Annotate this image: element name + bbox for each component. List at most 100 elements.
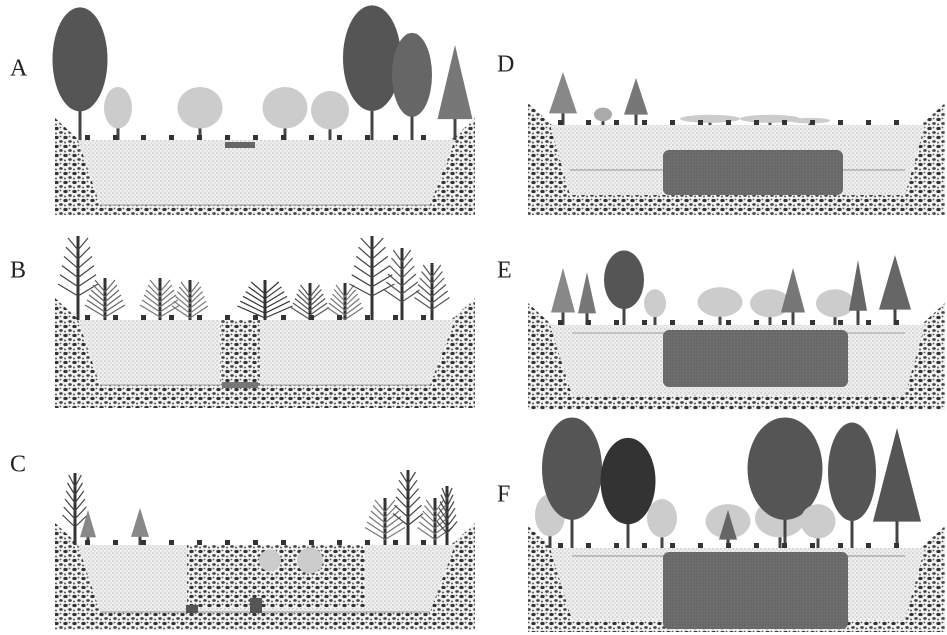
grass-tuft — [810, 320, 815, 325]
branch — [239, 300, 266, 314]
branch — [438, 507, 448, 521]
branch — [77, 237, 89, 251]
branch — [143, 294, 161, 308]
branch — [159, 304, 181, 318]
sediment — [78, 320, 220, 385]
grass-tuft — [586, 320, 591, 325]
branch — [446, 494, 454, 507]
grass-tuft — [141, 540, 146, 545]
grass-tuft — [421, 135, 426, 140]
branch — [189, 295, 205, 309]
branch — [294, 298, 311, 311]
branch — [344, 284, 355, 298]
branch — [159, 294, 177, 308]
trunk — [634, 110, 638, 125]
grass-tuft — [614, 543, 619, 548]
trunk — [561, 307, 565, 325]
grass-tuft — [670, 320, 675, 325]
trunk — [726, 536, 730, 548]
branch — [309, 289, 322, 302]
tree-crown — [740, 114, 800, 123]
branch — [384, 505, 398, 518]
tree-crown — [594, 107, 612, 122]
tree-crown — [259, 549, 281, 572]
branch — [67, 237, 79, 251]
grass-tuft — [365, 540, 370, 545]
tree-crown — [680, 114, 740, 123]
grass-tuft — [754, 543, 759, 548]
grass-tuft — [365, 135, 370, 140]
grass-tuft — [726, 120, 731, 125]
sediment — [78, 140, 455, 205]
grass-tuft — [421, 315, 426, 320]
branch — [159, 279, 171, 293]
grass-tuft — [642, 120, 647, 125]
branch — [384, 510, 400, 524]
branch — [74, 490, 85, 504]
branch — [392, 249, 403, 263]
conifer — [578, 272, 596, 314]
branch — [145, 289, 161, 303]
branch — [440, 494, 448, 507]
branch — [418, 521, 436, 535]
branch — [371, 265, 391, 279]
trunk — [561, 109, 565, 125]
branch — [74, 474, 82, 488]
panel-label: E — [497, 258, 512, 284]
grass-tuft — [698, 120, 703, 125]
grass-tuft — [810, 543, 815, 548]
tree-crown — [52, 7, 108, 112]
branch — [421, 271, 433, 284]
branch — [397, 488, 409, 501]
branch — [355, 255, 373, 269]
branch — [189, 291, 204, 305]
grass-tuft — [782, 543, 787, 548]
grass-tuft — [614, 320, 619, 325]
tree-crown — [262, 86, 308, 129]
branch — [384, 521, 404, 535]
branch — [368, 516, 386, 529]
branch — [422, 264, 433, 278]
branch — [84, 304, 106, 318]
branch — [335, 284, 346, 298]
branch — [74, 506, 87, 520]
branch — [189, 305, 209, 319]
grass-tuft — [586, 120, 591, 125]
branch — [344, 307, 364, 320]
branch — [446, 507, 456, 521]
channel — [663, 330, 848, 387]
branch — [349, 283, 373, 297]
panel-label: C — [10, 452, 26, 478]
branch — [63, 255, 79, 269]
conifer — [879, 255, 911, 310]
panel — [528, 250, 945, 410]
grass-tuft — [558, 120, 563, 125]
tree-crown — [604, 250, 644, 309]
branch — [401, 273, 417, 287]
sediment — [260, 320, 455, 385]
grass-tuft — [866, 320, 871, 325]
grass-tuft — [365, 315, 370, 320]
branch — [237, 305, 266, 319]
branch — [65, 246, 79, 260]
branch — [86, 299, 106, 313]
grass-tuft — [281, 135, 286, 140]
branch — [66, 482, 76, 496]
branch — [431, 264, 442, 278]
branch — [250, 281, 266, 295]
grass-tuft — [197, 540, 202, 545]
panel-label: A — [10, 56, 28, 82]
branch — [422, 510, 436, 524]
branch — [141, 299, 161, 313]
tree-crown — [647, 499, 677, 538]
branch — [264, 281, 280, 295]
panel — [55, 470, 475, 630]
grass-tuft — [754, 320, 759, 325]
branch — [264, 295, 288, 309]
branch — [63, 506, 76, 520]
branch — [149, 279, 161, 293]
branch — [147, 284, 161, 298]
branch — [77, 255, 93, 269]
channel — [250, 598, 262, 613]
